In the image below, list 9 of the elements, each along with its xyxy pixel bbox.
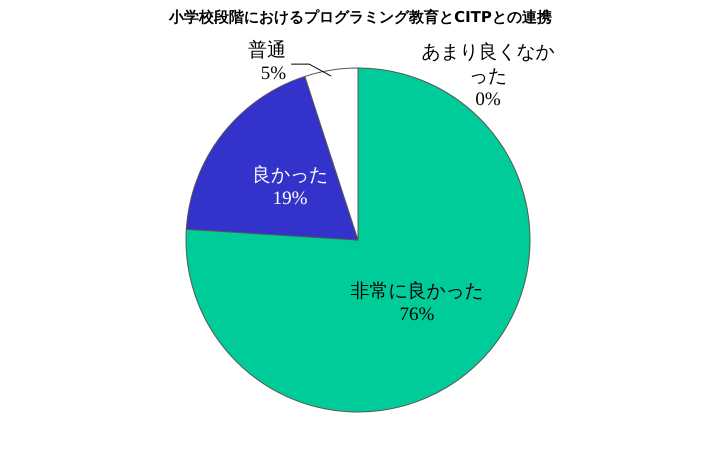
data-label: 5% [260,62,286,86]
data-label: 76% [398,302,436,327]
chart-title: 小学校段階におけるプログラミング教育とCITPとの連携 [168,8,553,27]
slice-label: 普通 [247,38,286,62]
slice-label: 非常に良かった [349,278,484,303]
text: 0% [475,89,501,110]
data-label: 19% [272,187,308,212]
slice-label: 良かった [251,163,330,188]
category-label: あまり良くなかった [422,41,554,87]
